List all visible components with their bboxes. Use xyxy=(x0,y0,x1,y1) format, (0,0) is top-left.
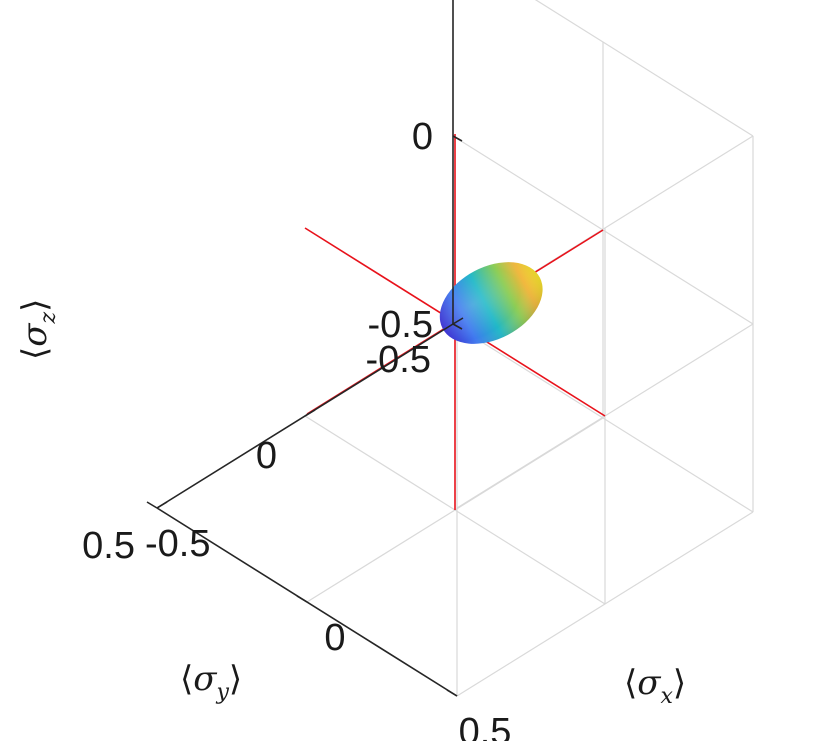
z-tick-label: 0 xyxy=(412,116,433,158)
y-tick xyxy=(304,409,316,417)
ellipsoid-surface xyxy=(439,262,543,344)
z-tick xyxy=(452,135,463,142)
x-tick-label: 0.5 xyxy=(459,711,512,741)
z-tick xyxy=(452,323,463,330)
y-axis-label: ⟨σy⟩ xyxy=(180,659,242,705)
axis-lines xyxy=(146,0,464,697)
y-tick-label: 0.5 xyxy=(82,525,135,567)
y-tick-label: -0.5 xyxy=(366,339,431,381)
y-tick-label: 0 xyxy=(256,435,277,477)
ellipsoid-shading xyxy=(439,262,543,344)
x-tick xyxy=(446,689,458,697)
x-tick-label: 0 xyxy=(324,617,345,659)
tick-labels: -0.500.5-0.500.5-0.500.5 xyxy=(82,116,512,741)
x-axis-label: ⟨σx⟩ xyxy=(624,663,686,709)
y-tick xyxy=(452,317,464,325)
x-tick xyxy=(146,501,158,509)
z-axis-label: ⟨σz⟩ xyxy=(15,299,61,360)
z-tick-label: -0.5 xyxy=(368,304,433,346)
y-tick xyxy=(156,501,168,509)
x-tick-label: -0.5 xyxy=(145,523,210,565)
x-tick xyxy=(296,595,308,603)
